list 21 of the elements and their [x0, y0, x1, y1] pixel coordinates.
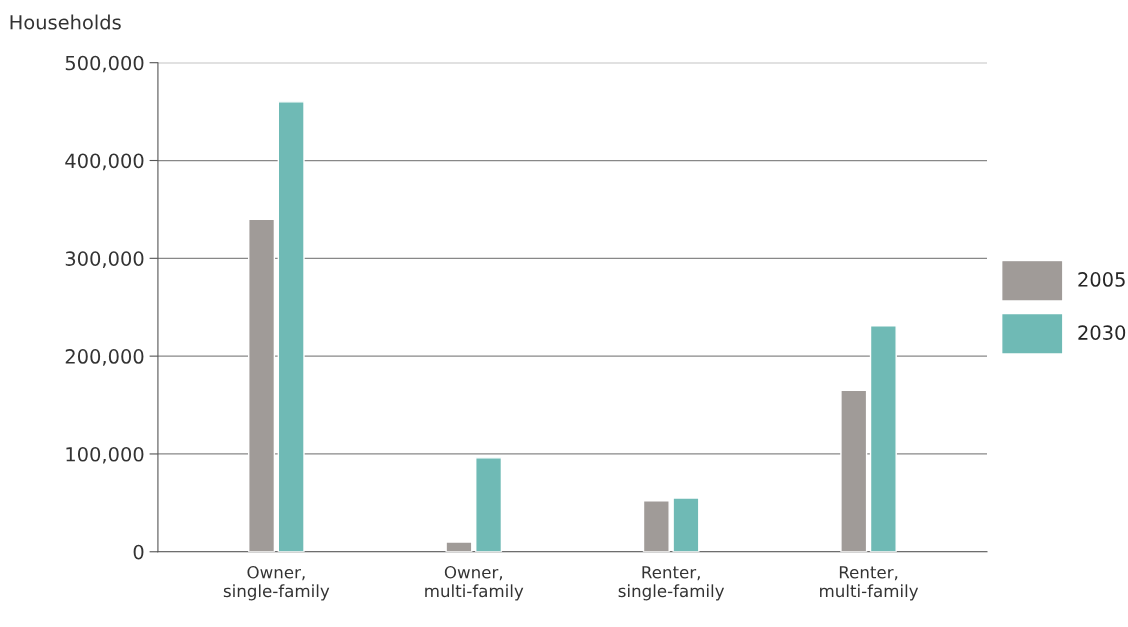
- x-tick-label: Renter, single-family: [618, 566, 725, 601]
- bar: [445, 541, 473, 552]
- y-axis-title: Households: [10, 14, 121, 30]
- bar: [277, 101, 305, 552]
- y-tick-label: 500,000: [65, 55, 144, 73]
- x-tick-label: Owner, single-family: [223, 565, 330, 601]
- legend-label: 2005: [1078, 272, 1125, 287]
- x-tick-label: Renter, multi-family: [820, 566, 919, 601]
- y-tick-label: 200,000: [65, 349, 144, 366]
- bar: [642, 500, 670, 552]
- y-tick-label: 300,000: [65, 251, 144, 268]
- y-tick-label: 400,000: [65, 153, 144, 171]
- bar: [475, 457, 503, 552]
- x-tick-label: Owner, multi-family: [425, 565, 524, 601]
- y-tick-label: 100,000: [66, 446, 144, 464]
- bar: [672, 497, 700, 552]
- bar: [248, 218, 276, 552]
- bar: [869, 325, 897, 552]
- bar: [840, 389, 868, 552]
- legend-label: 2030: [1078, 325, 1126, 340]
- y-tick-label: 0: [133, 544, 144, 560]
